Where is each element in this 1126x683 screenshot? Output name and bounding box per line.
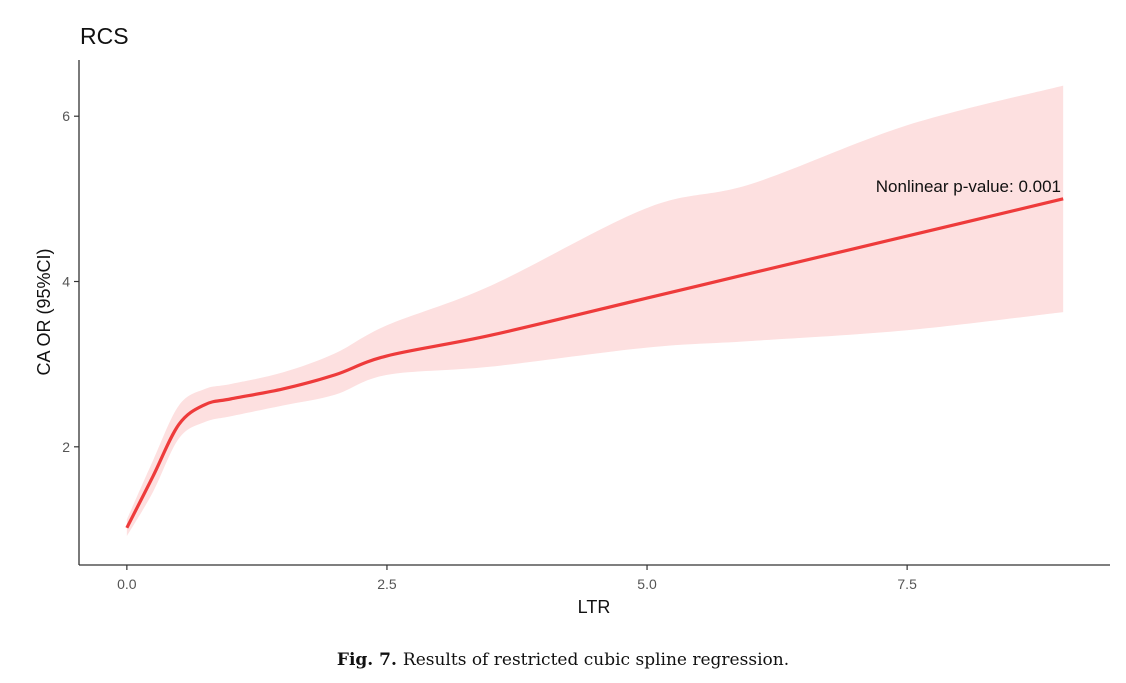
x-tick-label: 0.0 [117,576,137,592]
caption-text: Results of restricted cubic spline regre… [402,650,790,670]
spline-curve [125,197,1064,529]
x-tick-label: 5.0 [637,576,657,592]
x-tick-label: 7.5 [897,576,917,592]
y-tick-label: 2 [62,439,70,455]
caption-label: Fig. 7. [336,650,397,670]
figure-caption: Fig. 7. Results of restricted cubic splin… [0,650,1126,670]
rcs-chart: 0.0 2.5 5.0 7.5 2 4 6 RCS Nonlinear p-value: 0… [34,23,1110,617]
chart-title: RCS [80,23,129,49]
nonlinear-p-annotation: Nonlinear p-value: 0.001 [876,177,1061,196]
x-axis-label: LTR [578,597,611,617]
y-tick-label: 4 [62,274,70,290]
x-tick-label: 2.5 [377,576,397,592]
y-axis-label: CA OR (95%CI) [34,248,54,375]
y-tick-label: 6 [62,108,70,124]
